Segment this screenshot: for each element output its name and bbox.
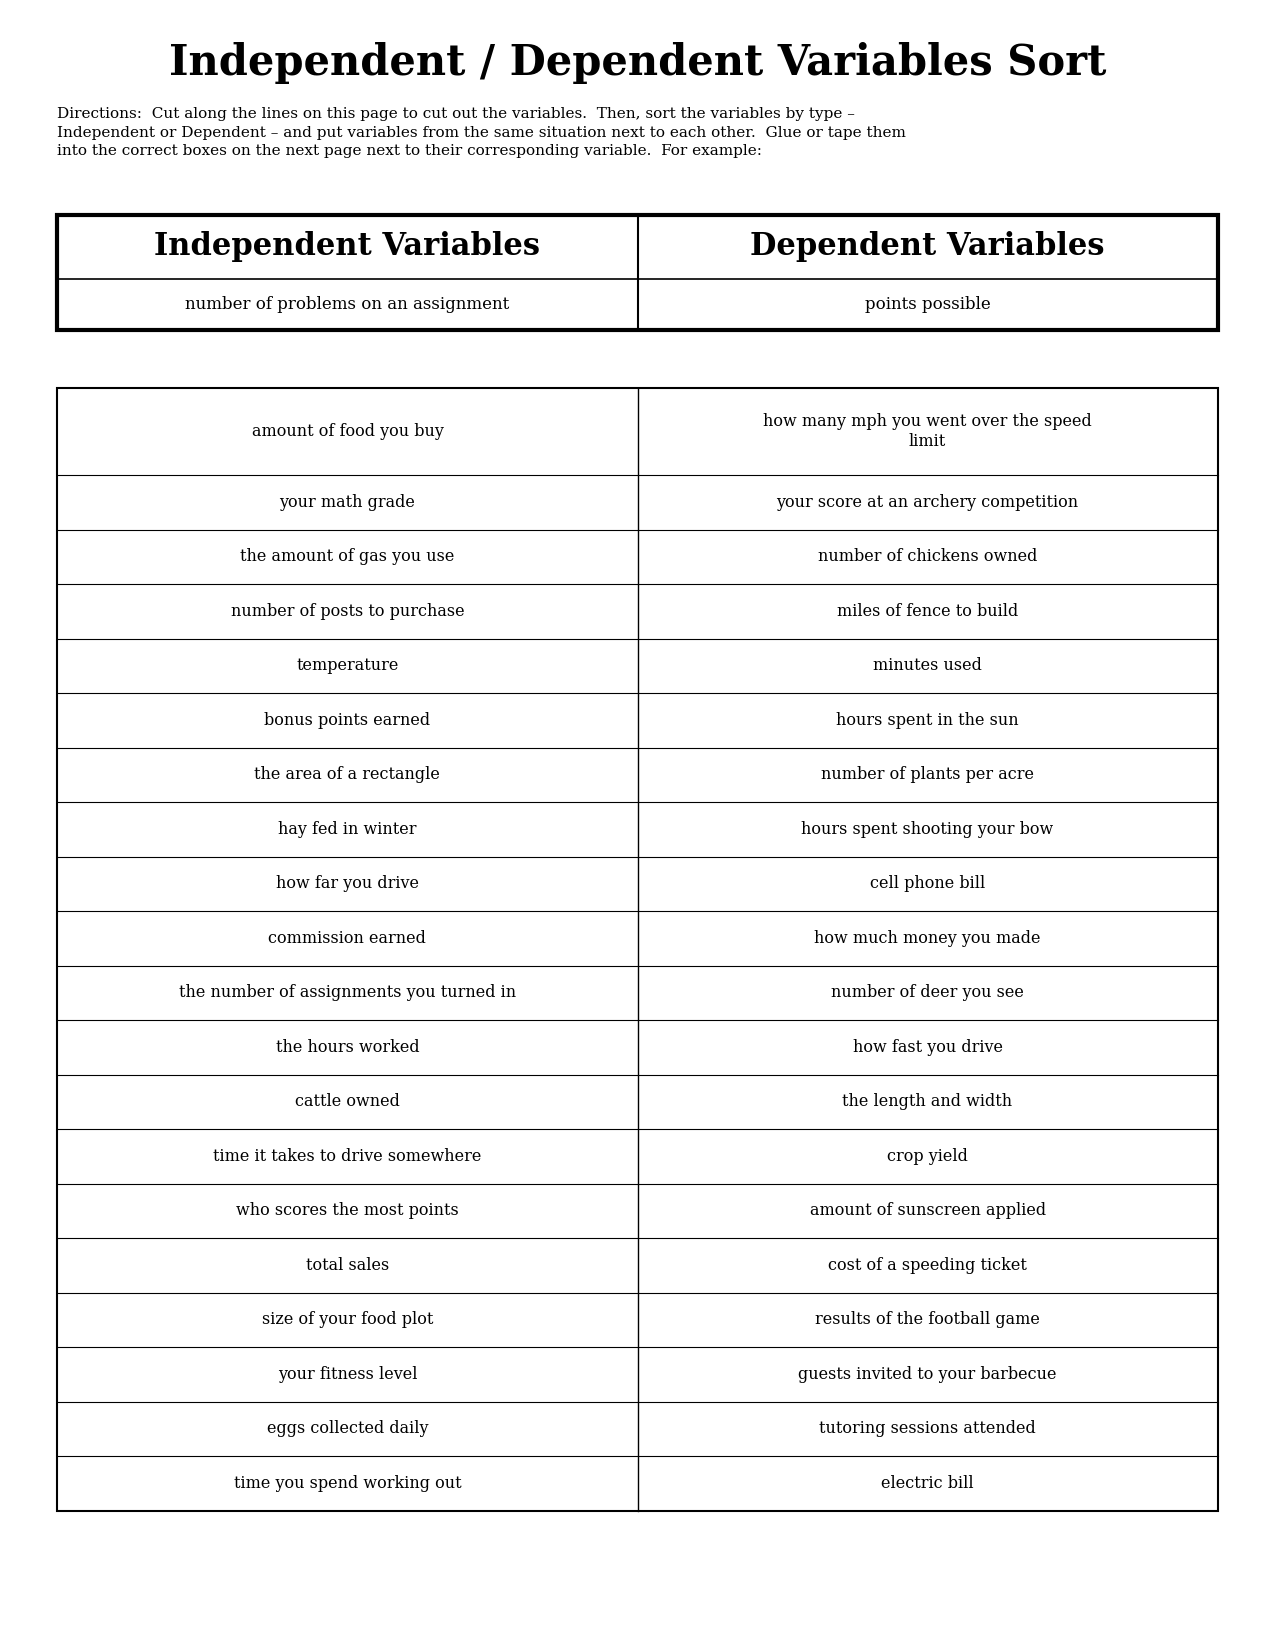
Bar [57,215,1218,330]
Text: cattle owned: cattle owned [295,1093,400,1111]
Text: Independent Variables: Independent Variables [154,231,541,263]
Text: points possible: points possible [864,296,991,314]
Text: your math grade: your math grade [279,494,416,510]
Text: hours spent in the sun: hours spent in the sun [836,712,1019,730]
Text: number of plants per acre: number of plants per acre [821,766,1034,784]
Text: how fast you drive: how fast you drive [853,1038,1002,1057]
Text: your fitness level: your fitness level [278,1365,417,1384]
Text: Independent / Dependent Variables Sort: Independent / Dependent Variables Sort [168,41,1107,84]
Text: temperature: temperature [296,657,399,674]
Text: time you spend working out: time you spend working out [233,1474,462,1493]
Text: how far you drive: how far you drive [275,875,419,893]
Text: Dependent Variables: Dependent Variables [750,231,1105,263]
Text: results of the football game: results of the football game [815,1311,1040,1329]
Text: cost of a speeding ticket: cost of a speeding ticket [829,1256,1026,1275]
Text: size of your food plot: size of your food plot [261,1311,434,1329]
Bar [57,388,1218,1511]
Text: the number of assignments you turned in: the number of assignments you turned in [179,984,516,1002]
Text: the hours worked: the hours worked [275,1038,419,1057]
Text: bonus points earned: bonus points earned [264,712,431,730]
Text: how much money you made: how much money you made [815,930,1040,948]
Text: hay fed in winter: hay fed in winter [278,821,417,839]
Text: cell phone bill: cell phone bill [870,875,986,893]
Text: eggs collected daily: eggs collected daily [266,1420,428,1438]
Text: number of problems on an assignment: number of problems on an assignment [185,296,510,314]
Text: how many mph you went over the speed
limit: how many mph you went over the speed lim… [764,413,1091,449]
Text: number of deer you see: number of deer you see [831,984,1024,1002]
Text: electric bill: electric bill [881,1474,974,1493]
Text: commission earned: commission earned [269,930,426,948]
Text: the amount of gas you use: the amount of gas you use [240,548,455,565]
Text: number of chickens owned: number of chickens owned [817,548,1038,565]
Text: minutes used: minutes used [873,657,982,674]
Text: the area of a rectangle: the area of a rectangle [255,766,440,784]
Text: who scores the most points: who scores the most points [236,1202,459,1220]
Text: amount of sunscreen applied: amount of sunscreen applied [810,1202,1046,1220]
Text: tutoring sessions attended: tutoring sessions attended [819,1420,1035,1438]
Text: the length and width: the length and width [843,1093,1012,1111]
Text: total sales: total sales [306,1256,389,1275]
Text: your score at an archery competition: your score at an archery competition [776,494,1079,510]
Text: hours spent shooting your bow: hours spent shooting your bow [802,821,1053,839]
Text: amount of food you buy: amount of food you buy [251,423,444,441]
Text: crop yield: crop yield [887,1147,968,1166]
Text: time it takes to drive somewhere: time it takes to drive somewhere [213,1147,482,1166]
Text: Directions:  Cut along the lines on this page to cut out the variables.  Then, s: Directions: Cut along the lines on this … [57,107,907,158]
Text: guests invited to your barbecue: guests invited to your barbecue [798,1365,1057,1384]
Text: miles of fence to build: miles of fence to build [836,603,1019,619]
Text: number of posts to purchase: number of posts to purchase [231,603,464,619]
